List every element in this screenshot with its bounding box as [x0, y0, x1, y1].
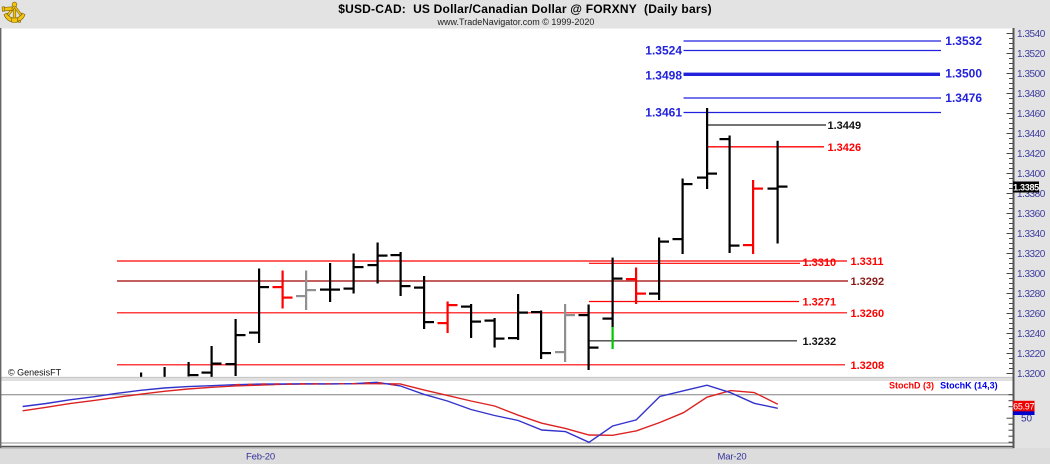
svg-text:1.3385: 1.3385 [1013, 182, 1039, 192]
svg-text:Mar-20: Mar-20 [718, 451, 747, 462]
svg-text:1.3500: 1.3500 [945, 67, 982, 81]
svg-text:65.97: 65.97 [1013, 401, 1034, 411]
svg-text:© GenesisFT: © GenesisFT [8, 368, 62, 378]
svg-text:1.3460: 1.3460 [1017, 109, 1046, 120]
svg-text:1.3420: 1.3420 [1017, 149, 1046, 160]
svg-text:1.3500: 1.3500 [1017, 69, 1046, 80]
svg-text:1.3340: 1.3340 [1017, 229, 1046, 240]
svg-text:1.3200: 1.3200 [1017, 369, 1046, 380]
svg-text:1.3260: 1.3260 [851, 308, 885, 320]
svg-text:1.3498: 1.3498 [645, 69, 682, 83]
svg-text:$USD-CAD: US Dollar/Canadian: $USD-CAD: US Dollar/Canadian Dollar @ FO… [338, 2, 712, 16]
svg-text:1.3540: 1.3540 [1017, 29, 1046, 40]
svg-text:1.3311: 1.3311 [851, 256, 884, 268]
svg-text:50: 50 [1021, 414, 1033, 425]
svg-text:1.3480: 1.3480 [1017, 89, 1046, 100]
svg-text:1.3320: 1.3320 [1017, 249, 1046, 260]
svg-text:1.3520: 1.3520 [1017, 49, 1046, 60]
svg-text:Feb-20: Feb-20 [246, 451, 275, 462]
svg-text:StochD (3): StochD (3) [889, 380, 934, 390]
svg-text:1.3260: 1.3260 [1017, 309, 1046, 320]
svg-text:StochK (14,3): StochK (14,3) [940, 380, 998, 390]
svg-text:1.3440: 1.3440 [1017, 129, 1046, 140]
svg-text:1.3461: 1.3461 [645, 106, 682, 120]
svg-text:1.3310: 1.3310 [803, 257, 837, 269]
svg-text:1.3532: 1.3532 [945, 34, 982, 48]
svg-text:www.TradeNavigator.com © 1999-: www.TradeNavigator.com © 1999-2020 [437, 17, 595, 27]
svg-text:1.3400: 1.3400 [1017, 169, 1046, 180]
svg-text:1.3240: 1.3240 [1017, 329, 1046, 340]
svg-text:1.3360: 1.3360 [1017, 209, 1046, 220]
svg-text:1.3292: 1.3292 [851, 276, 885, 288]
svg-text:1.3232: 1.3232 [803, 336, 837, 348]
svg-text:1.3476: 1.3476 [945, 91, 982, 105]
svg-text:1.3220: 1.3220 [1017, 349, 1046, 360]
svg-text:1.3300: 1.3300 [1017, 269, 1046, 280]
svg-text:1.3271: 1.3271 [803, 297, 837, 309]
svg-text:1.3280: 1.3280 [1017, 289, 1046, 300]
svg-text:1.3208: 1.3208 [851, 360, 885, 372]
svg-text:1.3449: 1.3449 [828, 120, 862, 132]
svg-text:1.3426: 1.3426 [828, 142, 862, 154]
svg-text:1.3524: 1.3524 [645, 44, 682, 58]
